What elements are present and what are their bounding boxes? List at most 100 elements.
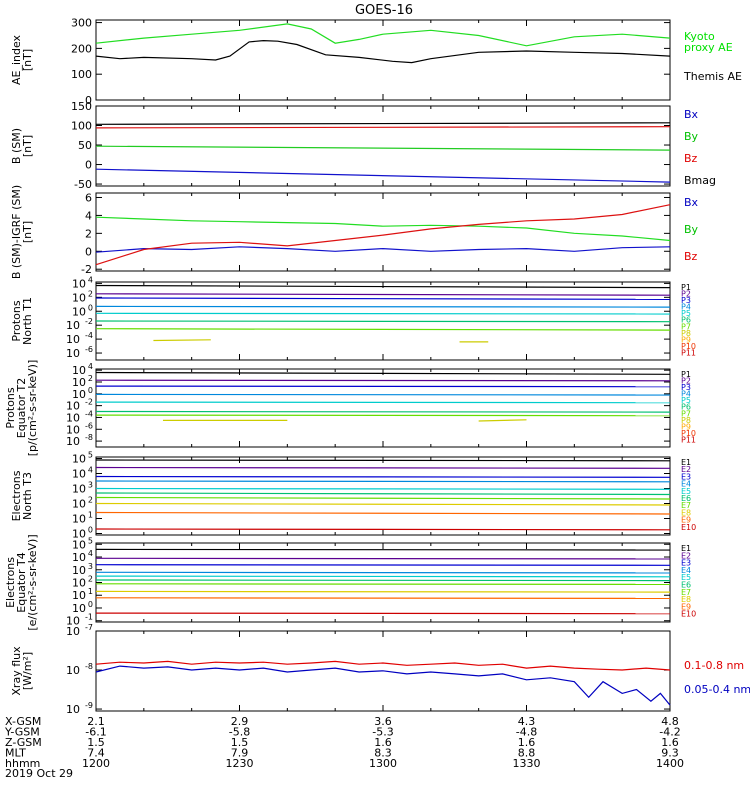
series-p1	[95, 371, 671, 375]
legend-item: P7	[681, 322, 691, 331]
y-label-line: [p/(cm²-s-sr-keV)]	[26, 360, 39, 457]
legend-item: P5	[681, 309, 691, 318]
y-tick-label: 2	[85, 227, 92, 240]
x-row-label: Z-GSM	[5, 736, 42, 749]
series-p8	[478, 419, 527, 422]
y-tick-label: 10	[72, 376, 86, 389]
y-tick-label: 10	[72, 564, 86, 577]
legend-item: P1	[681, 283, 691, 292]
series-e8	[95, 590, 671, 593]
y-tick-exponent: 2	[88, 575, 93, 584]
y-tick-label: 10	[66, 347, 80, 360]
y-tick-label: 10	[72, 538, 86, 551]
series-e1	[95, 548, 671, 551]
y-tick-exponent: 0	[88, 303, 93, 312]
date-label: 2019 Oct 29	[5, 767, 73, 780]
y-label-line: [W/m²]	[21, 652, 34, 690]
legend-item: E4	[681, 480, 691, 489]
y-tick-exponent: 1	[88, 587, 93, 596]
series-p5	[95, 401, 671, 404]
y-tick-exponent: 2	[88, 289, 93, 298]
series-bz	[95, 126, 671, 129]
x-row-value: -6.1	[85, 726, 106, 739]
y-tick-exponent: -9	[85, 701, 93, 710]
x-row-value: 7.9	[231, 747, 249, 760]
x-row-value: 4.8	[661, 715, 679, 728]
legend-item: E5	[681, 573, 691, 582]
y-tick-label: 10	[72, 577, 86, 590]
series-themis-ae	[95, 39, 671, 64]
y-tick-label: 10	[66, 615, 80, 628]
y-tick-exponent: -2	[85, 398, 93, 407]
legend-item: P7	[681, 409, 691, 418]
y-tick-label: 10	[72, 551, 86, 564]
y-tick-label: 10	[72, 277, 86, 290]
legend-item: P8	[681, 416, 691, 425]
y-tick-label: 6	[85, 191, 92, 204]
y-tick-label: 10	[72, 528, 86, 541]
series-p3	[95, 297, 671, 300]
x-row-value: -4.2	[659, 726, 680, 739]
y-label-line: Xray flux	[10, 646, 23, 696]
legend-item: P9	[681, 335, 691, 344]
y-tick-exponent: 4	[88, 549, 93, 558]
series-p1	[95, 284, 671, 289]
y-tick-label: 0	[85, 159, 92, 172]
y-tick-exponent: -4	[85, 409, 93, 418]
y-tick-exponent: 2	[88, 374, 93, 383]
legend-item: P2	[681, 290, 691, 299]
series-bx	[95, 246, 671, 253]
legend-item: By	[684, 130, 699, 143]
y-tick-label: 0	[85, 245, 92, 258]
x-row-value: 1.6	[661, 736, 679, 749]
panel-frame	[95, 105, 671, 187]
legend-item: proxy AE	[684, 41, 733, 54]
legend-item: E3	[681, 472, 691, 481]
x-row-value: 1300	[369, 757, 397, 770]
y-axis-label: B (SM)[nT]	[10, 128, 34, 164]
y-tick-label: -50	[74, 178, 92, 191]
legend-item: P9	[681, 422, 691, 431]
y-tick-label: 100	[71, 120, 92, 133]
y-axis-label: AE_index[nT]	[10, 34, 34, 85]
y-tick-label: 10	[72, 364, 86, 377]
legend-item: E10	[681, 523, 696, 532]
x-row-label: X-GSM	[5, 715, 41, 728]
series-e5	[95, 487, 671, 490]
legend-item: Themis AE	[683, 70, 742, 83]
series-p7	[95, 414, 671, 417]
x-row-value: 1330	[513, 757, 541, 770]
x-row-label: MLT	[5, 747, 26, 760]
legend-item: P2	[681, 377, 691, 386]
y-tick-label: -2	[81, 263, 92, 276]
series-0-05-0-4-nm	[95, 665, 671, 706]
legend-item: P11	[681, 435, 696, 444]
legend-item: P10	[681, 342, 696, 351]
y-tick-label: 10	[66, 625, 80, 638]
y-label-line: AE_index	[10, 34, 23, 85]
series-e10	[95, 612, 671, 615]
y-tick-label: 10	[66, 333, 80, 346]
legend-item: E2	[681, 551, 691, 560]
y-label-line: North T1	[21, 297, 34, 345]
legend-item: P3	[681, 296, 691, 305]
y-label-line: [nT]	[21, 135, 34, 157]
y-tick-exponent: 4	[88, 466, 93, 475]
y-label-line: B (SM)	[10, 128, 23, 164]
y-tick-label: 200	[71, 42, 92, 55]
y-tick-label: 10	[66, 703, 80, 716]
legend-item: Bx	[684, 196, 699, 209]
legend-item: By	[684, 223, 699, 236]
y-tick-exponent: 0	[88, 386, 93, 395]
legend-item: P3	[681, 383, 691, 392]
y-label-line: Equator T4	[15, 552, 28, 612]
x-row-value: -5.3	[372, 726, 393, 739]
panel-frame	[95, 542, 671, 623]
y-tick-label: 300	[71, 17, 92, 30]
panel-frame	[95, 192, 671, 272]
x-row-value: 8.3	[374, 747, 392, 760]
